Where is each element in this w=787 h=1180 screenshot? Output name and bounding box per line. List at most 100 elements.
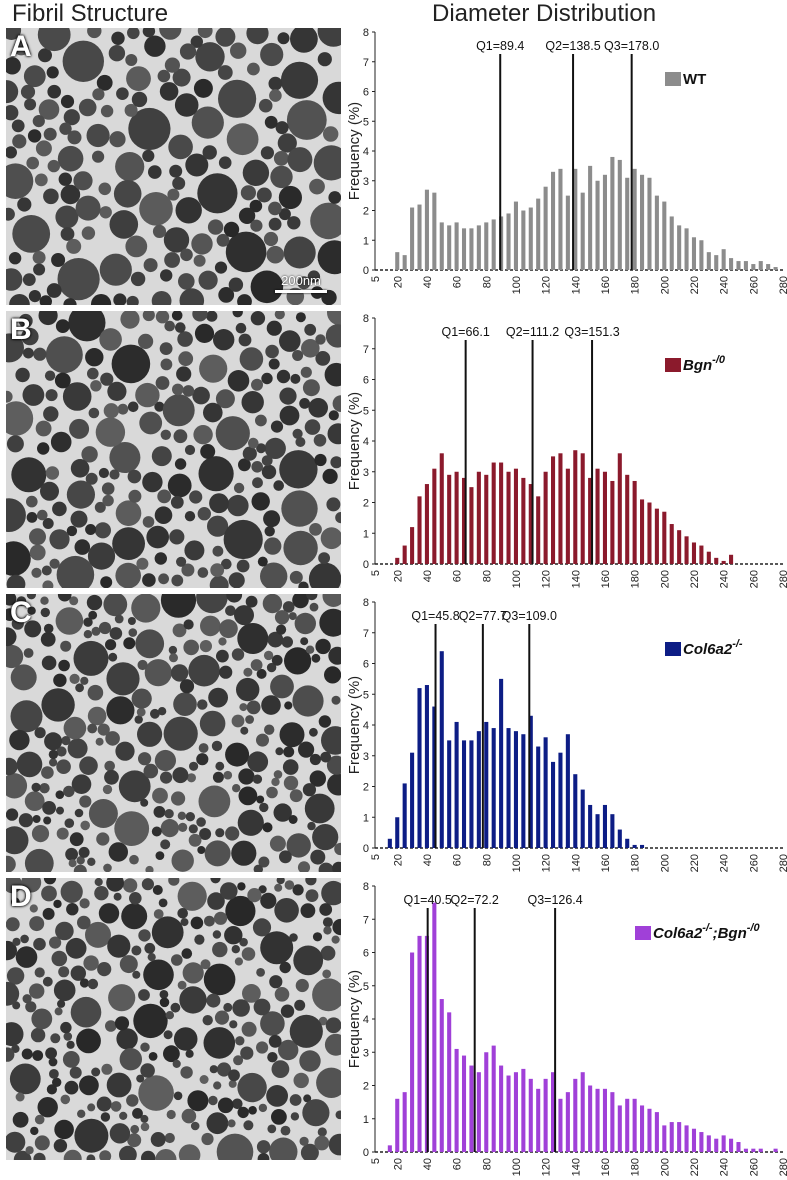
histogram-bar xyxy=(751,1148,756,1152)
fibril-cross-section xyxy=(197,173,238,214)
fibril-cross-section xyxy=(207,219,224,235)
histogram-bar xyxy=(476,731,481,848)
fibril-cross-section xyxy=(225,895,256,927)
fibril-cross-section xyxy=(327,773,341,796)
fibril-cross-section xyxy=(66,525,78,537)
fibril-cross-section xyxy=(43,127,57,141)
fibril-cross-section xyxy=(308,562,341,588)
fibril-cross-section xyxy=(88,407,100,419)
y-tick-label: 6 xyxy=(363,375,369,387)
histogram-bar xyxy=(499,1065,504,1152)
fibril-cross-section xyxy=(327,423,341,445)
histogram-bar xyxy=(402,255,407,271)
fibril-cross-section xyxy=(215,761,225,771)
fibril-cross-section xyxy=(171,311,183,321)
fibril-cross-section xyxy=(105,639,117,651)
quartile-label-q2: Q2=72.2 xyxy=(451,893,499,907)
fibril-cross-section xyxy=(263,650,274,661)
fibril-cross-section xyxy=(87,978,99,990)
quartile-label-q1: Q1=40.5 xyxy=(404,893,452,907)
fibril-cross-section xyxy=(258,1103,268,1113)
fibril-cross-section xyxy=(45,1047,57,1060)
x-tick-label: 220 xyxy=(689,276,701,294)
histogram-bar xyxy=(625,177,630,270)
fibril-cross-section xyxy=(311,653,321,663)
x-tick-label: 120 xyxy=(541,276,553,294)
fibril-cross-section xyxy=(63,109,80,126)
fibril-cross-section xyxy=(104,760,115,772)
y-tick-label: 8 xyxy=(363,313,369,325)
fibril-cross-section xyxy=(328,191,341,204)
histogram-bar xyxy=(684,536,689,564)
fibril-cross-section xyxy=(301,339,320,358)
fibril-cross-section xyxy=(6,627,17,647)
fibril-cross-section xyxy=(102,784,113,795)
histogram-bar xyxy=(662,511,667,564)
fibril-cross-section xyxy=(252,918,272,937)
fibril-cross-section xyxy=(325,324,341,348)
fibril-cross-section xyxy=(203,963,236,996)
fibril-cross-section xyxy=(190,1121,200,1131)
fibril-cross-section xyxy=(335,1110,341,1120)
fibril-cross-section xyxy=(86,123,110,148)
fibril-cross-section xyxy=(108,984,136,1012)
histogram-bar xyxy=(736,1142,741,1152)
fibril-cross-section xyxy=(25,1001,37,1013)
fibril-cross-section xyxy=(96,1096,112,1112)
fibril-cross-section xyxy=(299,1136,309,1146)
fibril-cross-section xyxy=(260,42,284,67)
fibril-cross-section xyxy=(31,825,50,843)
fibril-cross-section xyxy=(64,818,75,828)
fibril-cross-section xyxy=(6,574,26,588)
fibril-cross-section xyxy=(128,628,138,637)
fibril-cross-section xyxy=(27,606,36,615)
fibril-cross-section xyxy=(28,290,41,303)
histogram-bar xyxy=(454,1048,459,1152)
fibril-cross-section xyxy=(80,676,89,685)
y-tick-label: 4 xyxy=(363,436,369,448)
fibril-cross-section xyxy=(188,824,198,834)
x-tick-label: 180 xyxy=(630,276,642,294)
fibril-cross-section xyxy=(131,688,152,709)
fibril-cross-section xyxy=(153,806,166,818)
x-tick-label: 20 xyxy=(392,570,404,582)
fibril-cross-section xyxy=(202,145,217,160)
fibril-cross-section xyxy=(201,1132,214,1146)
histogram-col6a2-bgn: Frequency (%) 0 1 2 3 4 5 6 7 8 5 20 40 60 80 100 120 140… xyxy=(345,878,787,1178)
fibril-cross-section xyxy=(220,882,238,900)
fibril-cross-section xyxy=(238,458,251,472)
fibril-cross-section xyxy=(53,1139,68,1153)
fibril-cross-section xyxy=(172,176,186,190)
fibril-cross-section xyxy=(18,313,33,328)
histogram-bar xyxy=(632,480,637,564)
x-tick-label: 180 xyxy=(630,854,642,872)
fibril-cross-section xyxy=(290,373,301,384)
x-tick-label: 280 xyxy=(778,570,787,588)
fibril-cross-section xyxy=(177,331,193,347)
fibril-cross-section xyxy=(268,217,282,231)
histogram-bar xyxy=(543,471,548,564)
fibril-cross-section xyxy=(228,572,245,588)
fibril-cross-section xyxy=(173,1091,183,1101)
panel-letter: D xyxy=(10,880,32,913)
x-tick-label: 240 xyxy=(719,570,731,588)
fibril-cross-section xyxy=(12,937,21,946)
fibril-cross-section xyxy=(223,770,233,780)
fibril-cross-section xyxy=(31,567,42,578)
histogram-bar xyxy=(632,844,637,848)
fibril-cross-section xyxy=(227,494,249,517)
histogram-bar xyxy=(588,1085,593,1152)
fibril-cross-section xyxy=(15,367,30,383)
histogram-bar xyxy=(580,1072,585,1152)
x-tick-label: 280 xyxy=(778,854,787,872)
histogram-bar xyxy=(432,192,437,270)
fibril-cross-section xyxy=(252,477,263,489)
fibril-cross-section xyxy=(191,233,213,255)
fibril-cross-section xyxy=(62,382,92,411)
fibril-cross-section xyxy=(261,455,273,466)
fibril-cross-section xyxy=(152,224,167,238)
fibril-cross-section xyxy=(239,937,248,947)
fibril-cross-section xyxy=(152,885,163,895)
fibril-cross-section xyxy=(283,775,299,791)
fibril-cross-section xyxy=(66,480,95,509)
